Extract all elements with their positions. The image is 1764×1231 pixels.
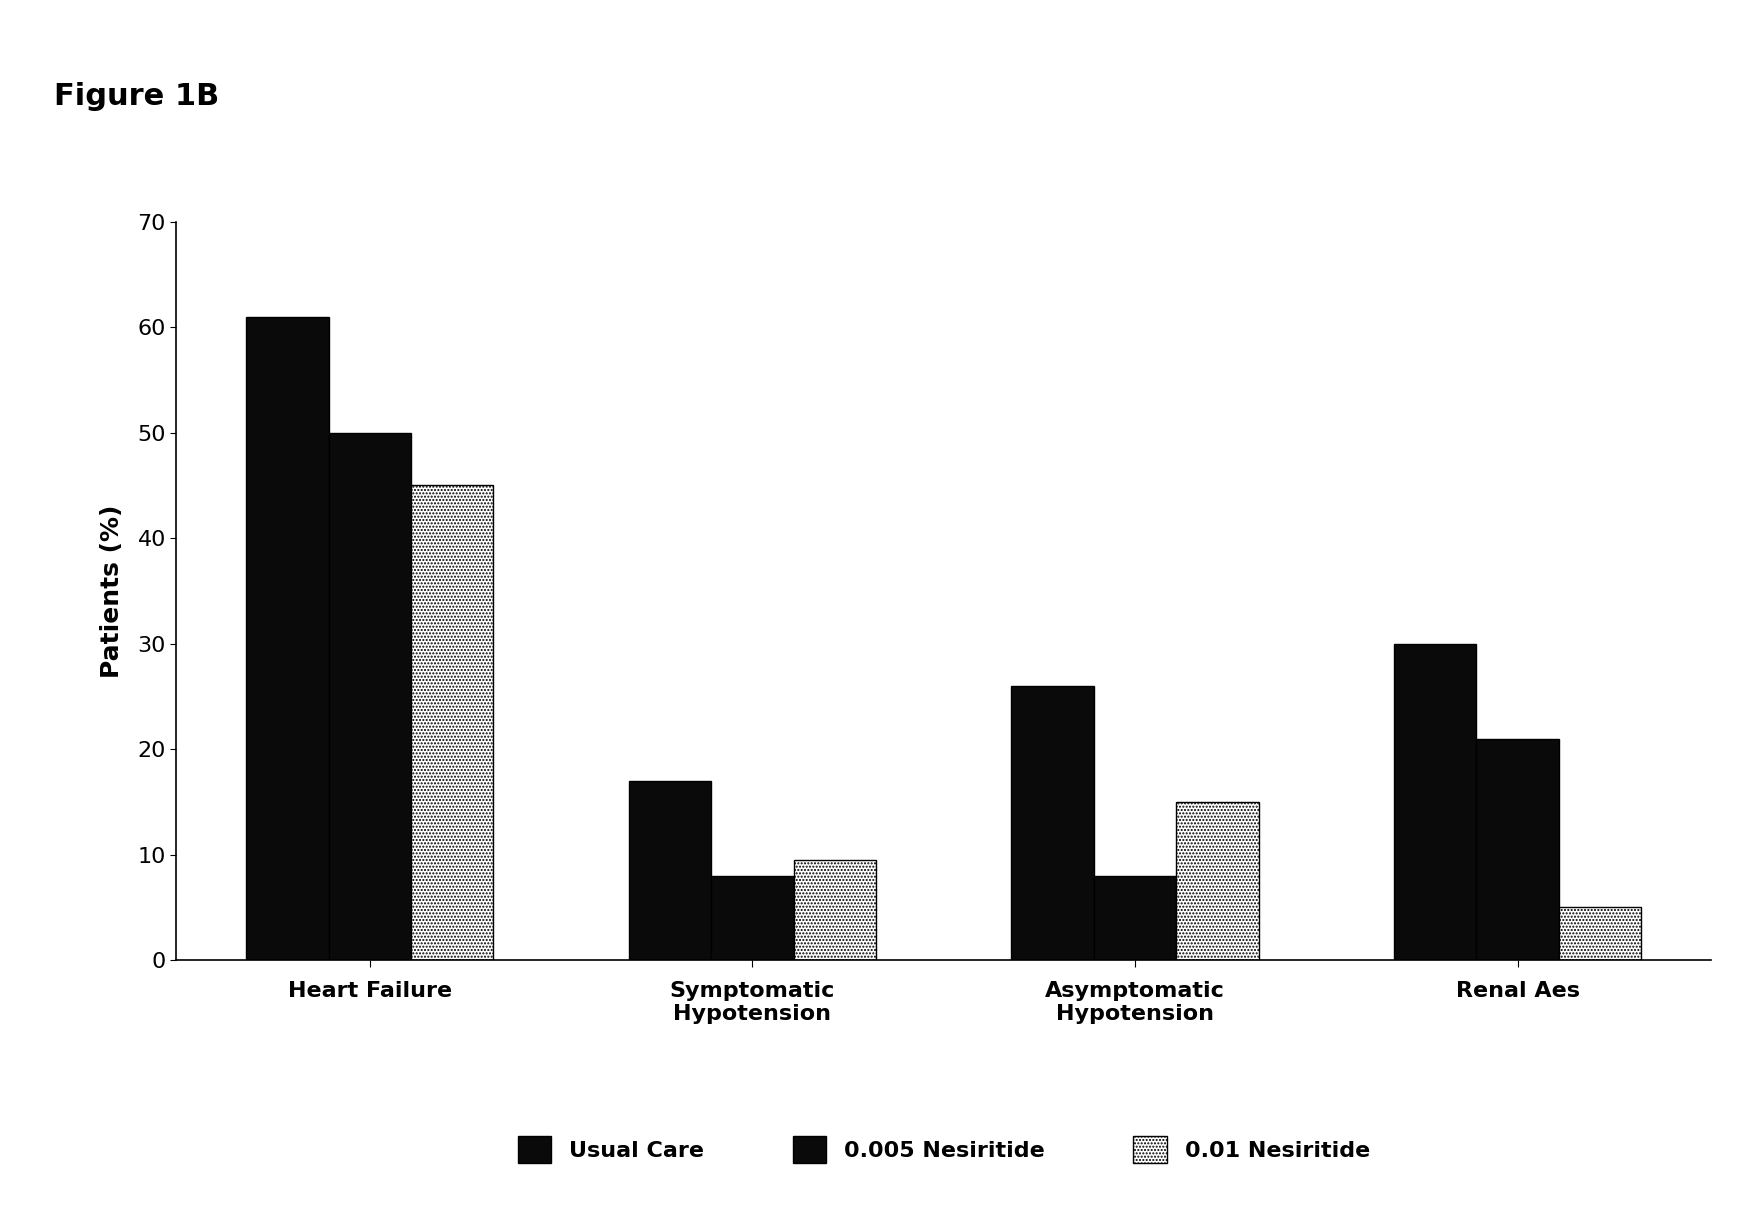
Bar (1394, 644, 1476, 960)
Bar (1476, 739, 1559, 960)
Bar (711, 875, 794, 960)
Bar (1177, 801, 1259, 960)
Bar (628, 780, 711, 960)
Y-axis label: Patients (%): Patients (%) (99, 505, 123, 677)
Bar (247, 316, 328, 960)
Legend: Usual Care, 0.005 Nesiritide, 0.01 Nesiritide: Usual Care, 0.005 Nesiritide, 0.01 Nesir… (496, 1114, 1392, 1185)
Text: Figure 1B: Figure 1B (53, 82, 219, 111)
Bar (1011, 686, 1094, 960)
Bar (794, 860, 877, 960)
Bar (411, 485, 494, 960)
Bar (1094, 875, 1177, 960)
Bar (1559, 907, 1641, 960)
Bar (328, 432, 411, 960)
